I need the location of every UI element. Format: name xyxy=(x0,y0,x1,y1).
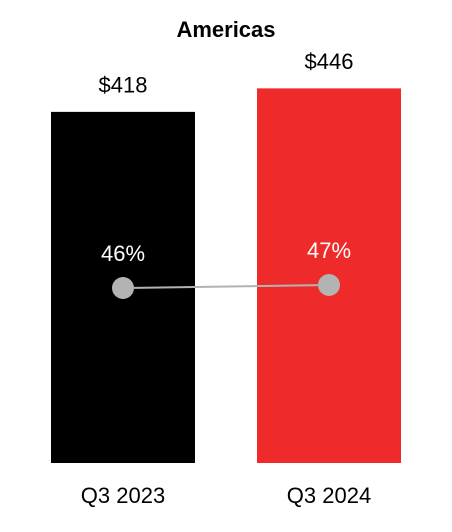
value-label: 46% xyxy=(101,241,145,266)
x-tick-label: Q3 2024 xyxy=(287,483,371,508)
line xyxy=(122,284,330,289)
x-tick-label: Q3 2023 xyxy=(81,483,165,508)
value-label: $418 xyxy=(99,73,148,98)
line-marker xyxy=(318,274,340,296)
chart-title: Americas xyxy=(176,17,275,42)
line-marker xyxy=(112,277,134,299)
value-label: $446 xyxy=(305,49,354,74)
value-label: 47% xyxy=(307,238,351,263)
